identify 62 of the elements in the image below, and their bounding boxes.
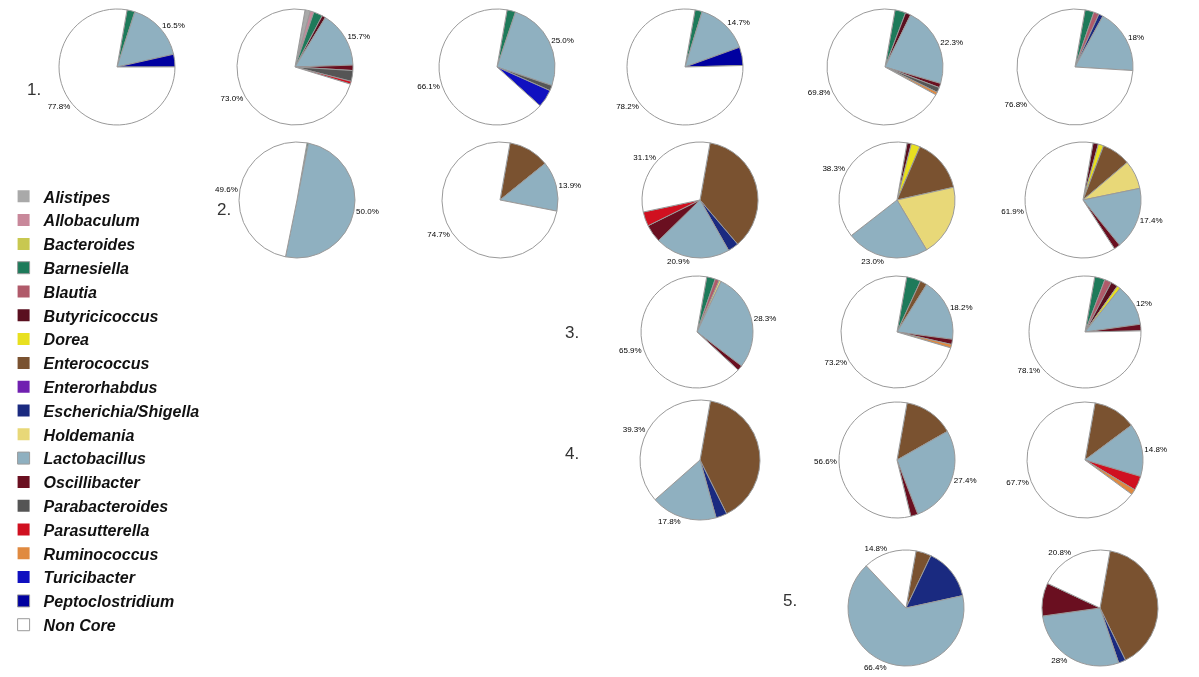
data-label: 12% bbox=[1135, 298, 1152, 308]
legend-label: Holdemania bbox=[43, 426, 135, 444]
data-label: 17.8% bbox=[658, 517, 681, 527]
data-label: 39.3% bbox=[622, 425, 646, 435]
data-label: 25.0% bbox=[551, 35, 574, 45]
data-label: 17.4% bbox=[1139, 215, 1163, 225]
legend-label: Alistipes bbox=[42, 188, 111, 206]
data-label: 76.8% bbox=[1004, 100, 1028, 110]
data-label: 20.8% bbox=[1048, 548, 1072, 558]
data-label: 73.2% bbox=[824, 358, 848, 368]
legend-label: Turicibacter bbox=[43, 569, 136, 587]
data-label: 78.2% bbox=[616, 102, 639, 112]
legend-label: Peptoclostridium bbox=[43, 593, 175, 611]
data-label: 28% bbox=[1051, 656, 1068, 666]
data-label: 67.7% bbox=[1006, 477, 1029, 487]
data-label: 66.4% bbox=[863, 663, 887, 673]
legend-label: Allobaculum bbox=[42, 212, 140, 230]
data-label: 22.3% bbox=[940, 38, 964, 48]
data-label: 73.0% bbox=[220, 93, 244, 103]
legend-label: Escherichia/Shigella bbox=[43, 402, 200, 420]
legend-label: Parasutterella bbox=[43, 521, 150, 539]
legend-label: Ruminococcus bbox=[43, 545, 159, 563]
legend-label: Non Core bbox=[43, 616, 116, 634]
data-label: 74.7% bbox=[427, 229, 450, 239]
data-label: 56.6% bbox=[814, 457, 837, 467]
data-label: 50.0% bbox=[356, 207, 379, 217]
legend-label: Blautia bbox=[43, 283, 98, 301]
text: 2. bbox=[217, 200, 232, 219]
legend-label: Barnesiella bbox=[43, 259, 130, 277]
data-label: 77.8% bbox=[47, 101, 71, 111]
data-label: 20.9% bbox=[666, 257, 690, 267]
legend-label: Oscillibacter bbox=[43, 474, 141, 492]
legend-label: Dorea bbox=[43, 331, 90, 349]
legend-label: Parabacteroides bbox=[43, 497, 169, 515]
data-label: 31.1% bbox=[633, 153, 657, 163]
legend-label: Bacteroides bbox=[43, 236, 136, 254]
text: 3. bbox=[565, 323, 580, 342]
data-label: 66.1% bbox=[417, 81, 440, 91]
data-label: 23.0% bbox=[861, 256, 884, 266]
legend-label: Enterorhabdus bbox=[43, 378, 158, 396]
data-label: 61.9% bbox=[1001, 207, 1024, 217]
legend-label: Lactobacillus bbox=[43, 450, 146, 468]
text: 1. bbox=[27, 80, 42, 99]
data-label: 15.7% bbox=[347, 32, 371, 42]
data-label: 18.2% bbox=[949, 302, 973, 312]
text: 5. bbox=[783, 591, 798, 610]
text: 4. bbox=[565, 444, 580, 463]
data-label: 13.9% bbox=[558, 181, 582, 191]
data-label: 14.8% bbox=[864, 543, 888, 553]
legend-label: Enterococcus bbox=[43, 355, 150, 373]
data-label: 38.3% bbox=[822, 164, 846, 174]
data-label: 18% bbox=[1128, 33, 1145, 43]
data-label: 16.5% bbox=[162, 21, 185, 31]
legend-label: Butyricicoccus bbox=[43, 307, 159, 325]
data-label: 28.3% bbox=[753, 314, 777, 324]
data-label: 65.9% bbox=[618, 345, 642, 355]
data-label: 27.4% bbox=[953, 475, 977, 485]
data-label: 14.7% bbox=[727, 18, 750, 28]
data-label: 49.6% bbox=[215, 184, 238, 194]
data-label: 69.8% bbox=[807, 88, 831, 98]
data-label: 78.1% bbox=[1017, 365, 1041, 375]
data-label: 14.8% bbox=[1144, 445, 1168, 455]
